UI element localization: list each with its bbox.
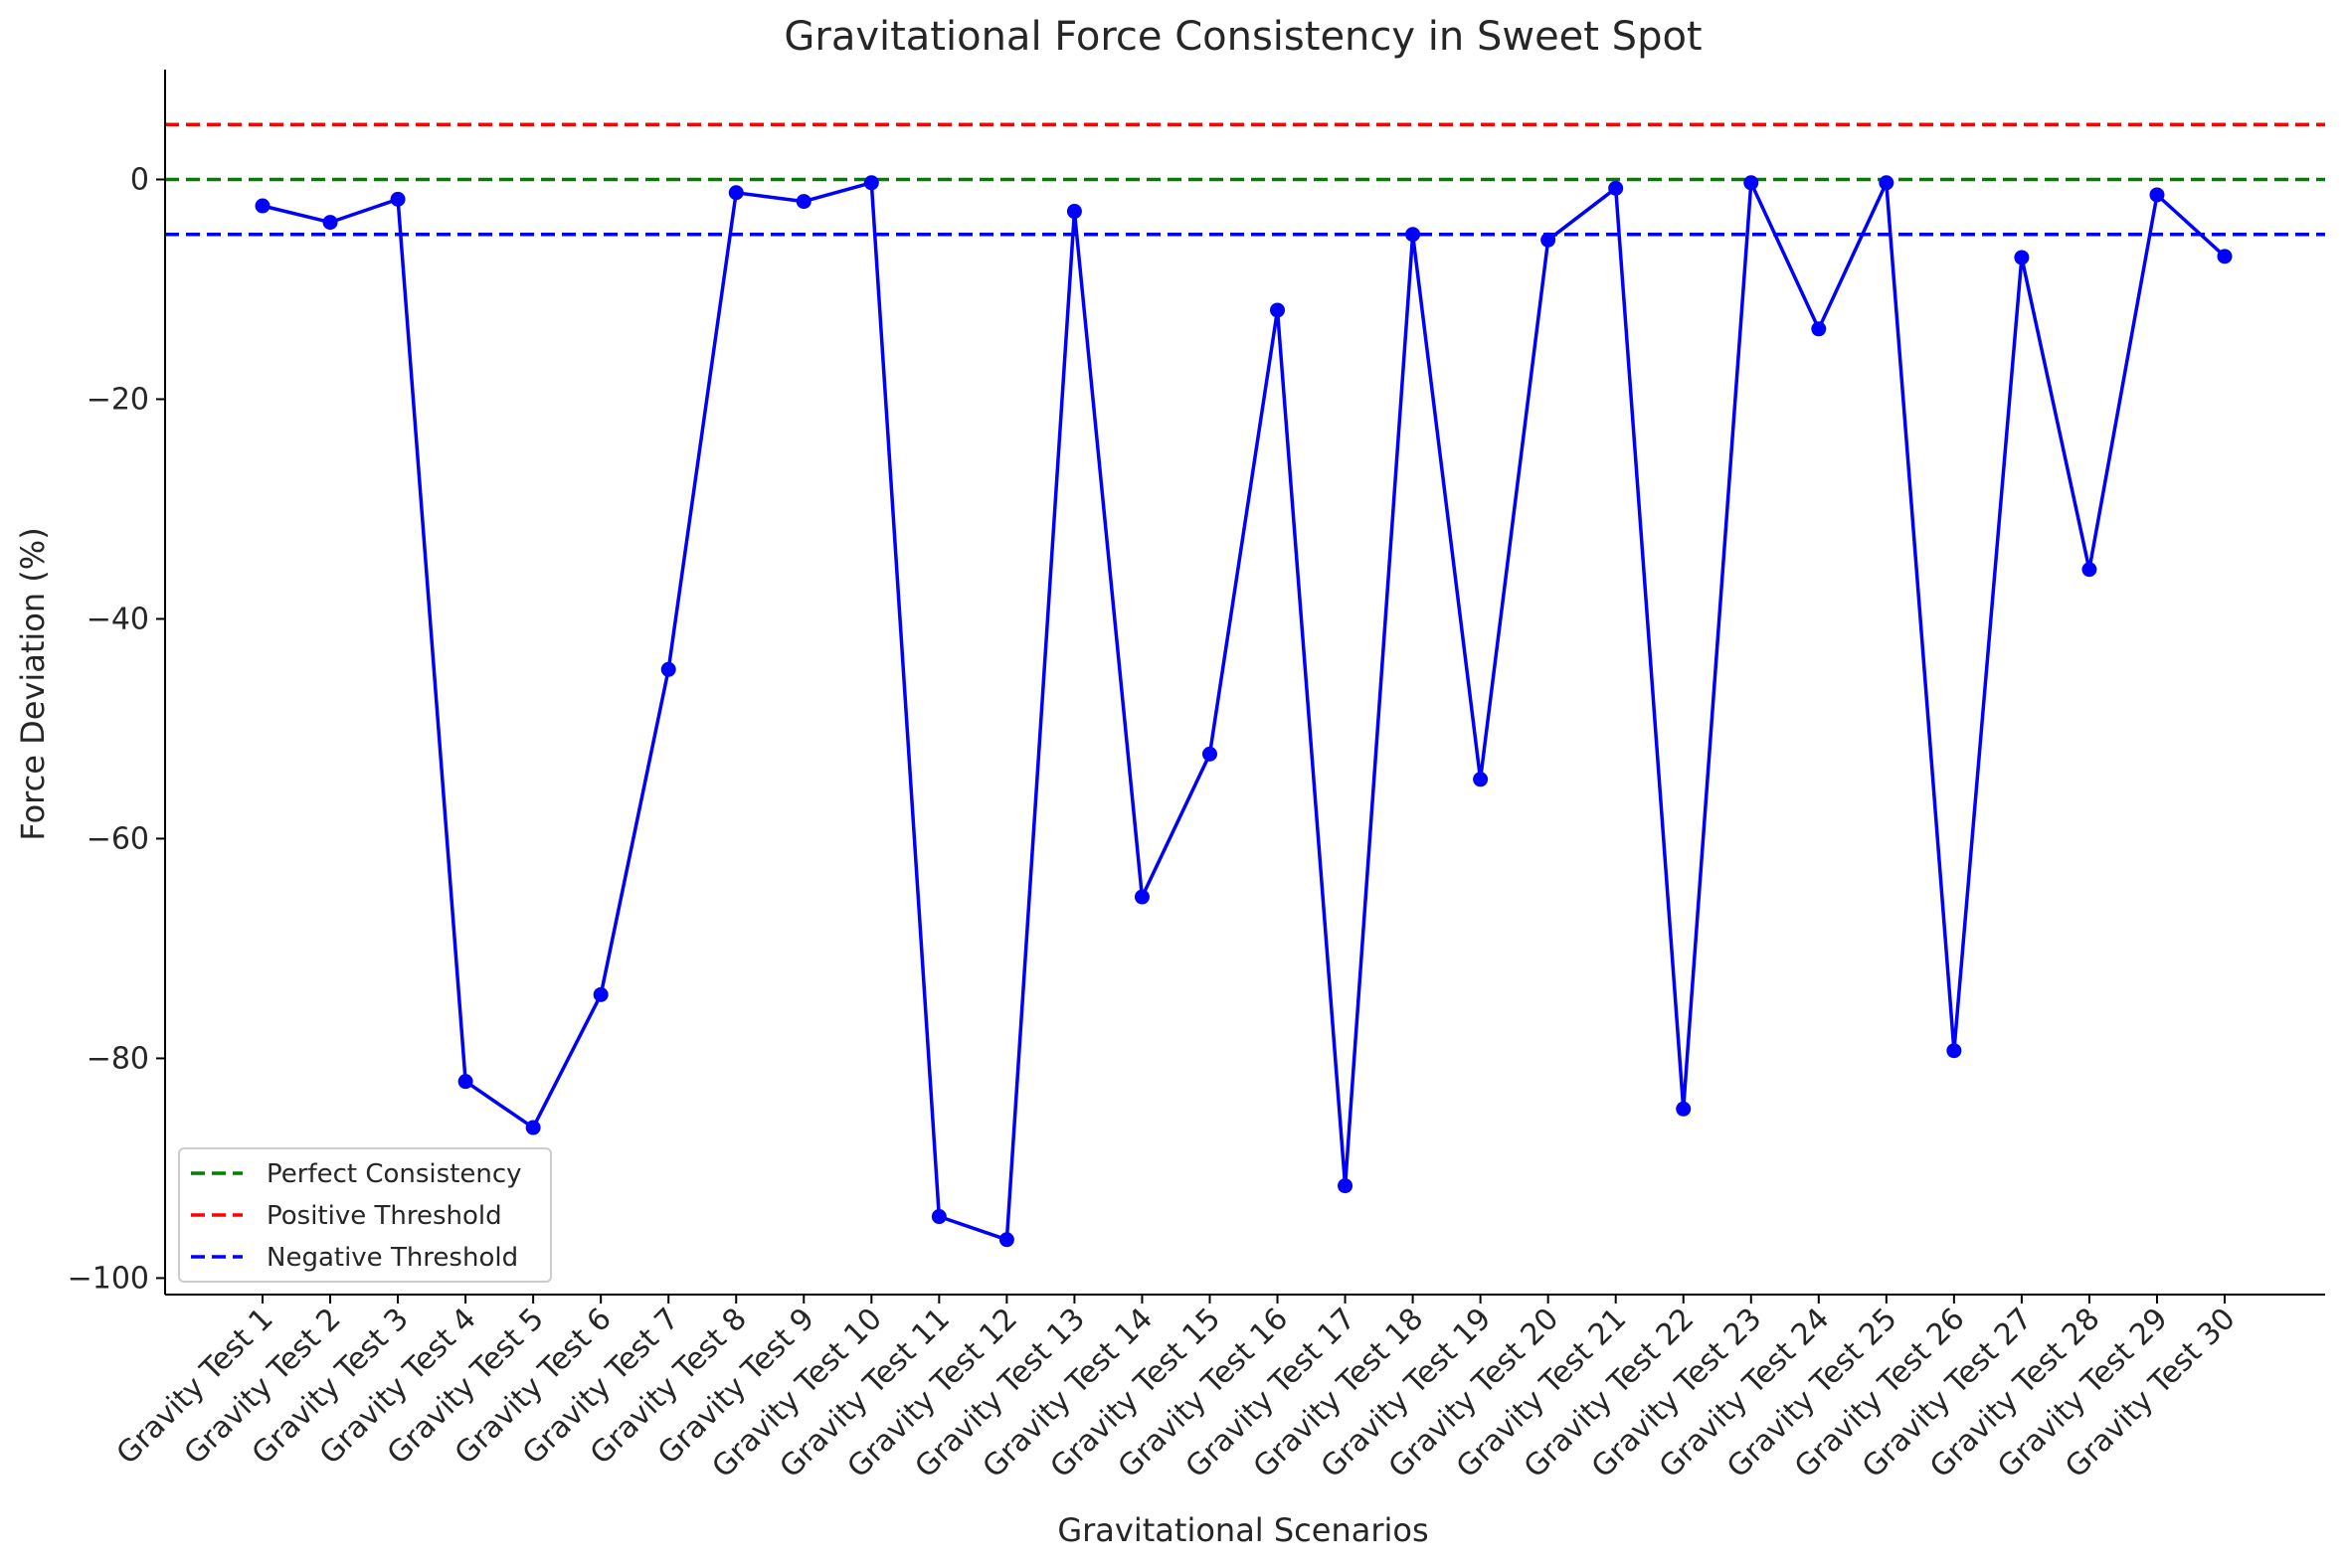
- data-point: [863, 175, 879, 191]
- data-point: [1946, 1043, 1962, 1059]
- data-point: [2081, 562, 2097, 578]
- data-point: [255, 198, 270, 214]
- data-point: [457, 1074, 473, 1090]
- y-tick-label: −80: [87, 1041, 149, 1076]
- data-point: [593, 986, 609, 1002]
- data-point: [1811, 321, 1827, 337]
- y-tick-label: −100: [68, 1261, 149, 1296]
- y-tick-label: −20: [87, 382, 149, 417]
- data-point: [1066, 204, 1082, 220]
- data-point: [322, 215, 338, 231]
- data-point: [660, 661, 676, 677]
- series-line: [262, 181, 2227, 1242]
- data-point: [1338, 1178, 1353, 1194]
- data-point: [1201, 746, 1217, 762]
- legend-entry: Negative Threshold: [267, 1243, 518, 1273]
- y-tick-label: 0: [130, 162, 149, 197]
- reference-lines: [165, 122, 2325, 237]
- data-point: [796, 194, 811, 210]
- y-tick-label: −40: [87, 602, 149, 636]
- data-point: [1540, 232, 1556, 248]
- chart-title: Gravitational Force Consistency in Sweet…: [784, 14, 1702, 60]
- y-tick-label: −60: [87, 821, 149, 856]
- y-axis-label: Force Deviation (%): [14, 527, 52, 840]
- data-point: [998, 1232, 1014, 1248]
- data-point: [1473, 772, 1489, 787]
- legend-box: [178, 1147, 552, 1283]
- data-point: [1270, 302, 1286, 318]
- data-point: [2014, 250, 2030, 265]
- data-point: [1405, 227, 1421, 243]
- data-point: [1134, 889, 1150, 905]
- data-point: [525, 1120, 541, 1135]
- data-point: [728, 185, 744, 201]
- legend-entry: Perfect Consistency: [267, 1159, 522, 1189]
- data-point: [1676, 1101, 1692, 1117]
- y-axis-ticks: 0 −20 −40 −60 −80 −100: [68, 162, 165, 1296]
- axes: [164, 70, 2325, 1296]
- data-point: [2217, 249, 2233, 264]
- data-point: [390, 191, 406, 207]
- data-point: [1743, 175, 1759, 191]
- legend-entry: Positive Threshold: [267, 1201, 502, 1231]
- x-axis-label: Gravitational Scenarios: [1057, 1511, 1428, 1549]
- data-point: [1879, 175, 1894, 191]
- legend: Perfect Consistency Positive Threshold Neg…: [178, 1147, 552, 1283]
- data-point: [931, 1209, 947, 1225]
- data-point: [2149, 187, 2165, 203]
- data-point: [1608, 180, 1624, 196]
- data-series: [255, 175, 2233, 1248]
